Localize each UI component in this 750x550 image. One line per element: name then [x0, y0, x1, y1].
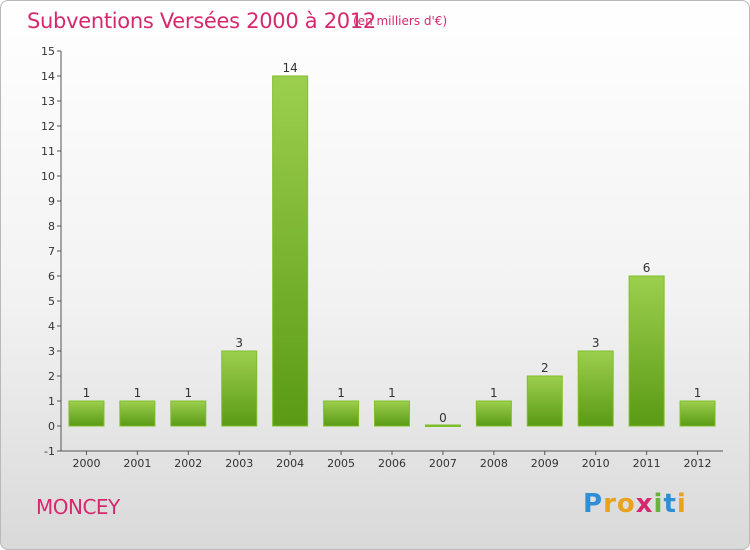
bar [119, 400, 156, 427]
data-label: 1 [134, 386, 142, 400]
y-tick-label: 5 [48, 295, 55, 308]
y-tick-label: 14 [41, 70, 55, 83]
bar [577, 350, 614, 427]
data-label: 1 [490, 386, 498, 400]
y-tick-label: 3 [48, 345, 55, 358]
y-tick-label: 2 [48, 370, 55, 383]
bar [475, 400, 512, 427]
y-tick-label: 15 [41, 45, 55, 58]
data-label: 1 [388, 386, 396, 400]
y-tick-label: -1 [44, 445, 55, 458]
x-tick-label: 2009 [531, 457, 559, 470]
data-label: 1 [83, 386, 91, 400]
x-tick-label: 2007 [429, 457, 457, 470]
data-label: 1 [694, 386, 702, 400]
bar [272, 75, 309, 427]
x-tick-label: 2008 [480, 457, 508, 470]
unit-label: (en milliers d'€) [353, 14, 448, 28]
data-label: 6 [643, 261, 651, 275]
bar [323, 400, 360, 427]
y-tick-label: 6 [48, 270, 55, 283]
y-tick-label: 8 [48, 220, 55, 233]
y-tick-label: 10 [41, 170, 55, 183]
bar [170, 400, 207, 427]
bar [374, 400, 410, 427]
x-tick-label: 2012 [684, 457, 712, 470]
y-tick-label: 1 [48, 395, 55, 408]
y-tick-label: 11 [41, 145, 55, 158]
y-tick-label: 9 [48, 195, 55, 208]
x-tick-label: 2003 [225, 457, 253, 470]
bar [68, 400, 105, 427]
x-tick-label: 2001 [123, 457, 151, 470]
data-label: 0 [439, 411, 447, 425]
data-label: 14 [283, 61, 298, 75]
commune-name: MONCEY [36, 495, 120, 519]
x-tick-label: 2005 [327, 457, 355, 470]
proxiti-logo: Proxiti [583, 489, 687, 519]
data-label: 1 [184, 386, 192, 400]
bar [628, 275, 665, 427]
data-label: 3 [235, 336, 243, 350]
y-tick-label: 13 [41, 95, 55, 108]
x-tick-label: 2010 [582, 457, 610, 470]
x-tick-label: 2004 [276, 457, 304, 470]
data-label: 1 [337, 386, 345, 400]
x-tick-label: 2000 [72, 457, 100, 470]
data-label: 2 [541, 361, 549, 375]
data-label: 3 [592, 336, 600, 350]
y-tick-label: 0 [48, 420, 55, 433]
chart-title: Subventions Versées 2000 à 2012 [27, 9, 376, 33]
y-tick-label: 12 [41, 120, 55, 133]
bar [221, 350, 258, 427]
x-tick-label: 2006 [378, 457, 406, 470]
bar [424, 424, 461, 427]
x-tick-label: 2002 [174, 457, 202, 470]
bar [679, 400, 716, 427]
bar [526, 375, 563, 427]
y-tick-label: 4 [48, 320, 55, 333]
y-tick-label: 7 [48, 245, 55, 258]
x-tick-label: 2011 [633, 457, 661, 470]
